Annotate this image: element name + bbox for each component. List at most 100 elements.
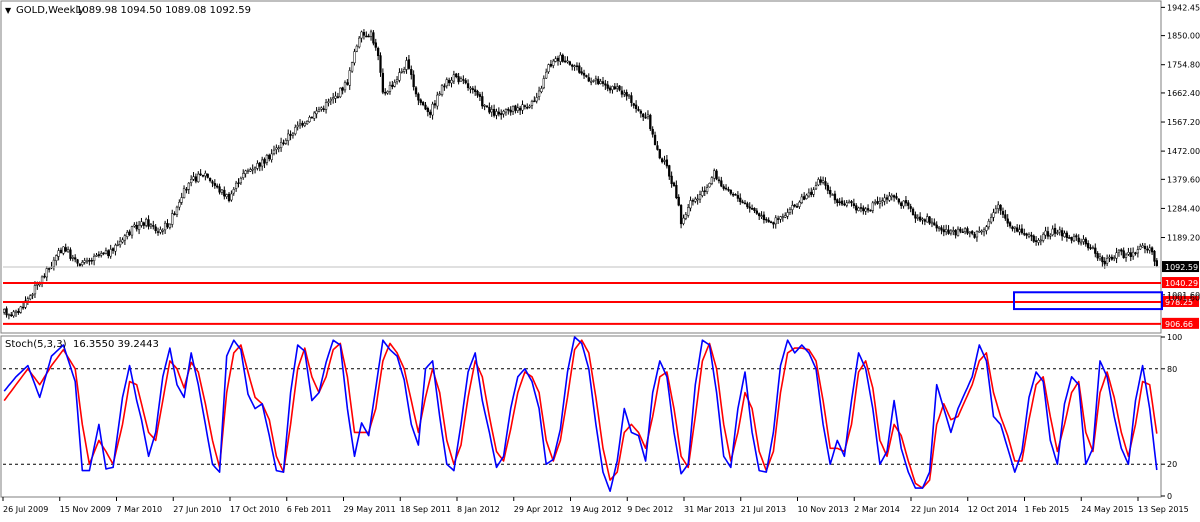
candle-body: [272, 149, 276, 154]
price-tick-label: 1189.20: [1167, 234, 1200, 243]
candle-body: [758, 213, 761, 217]
candle-body: [104, 250, 108, 254]
candle-body: [253, 167, 257, 170]
candle-body: [1087, 243, 1090, 249]
candle-body: [604, 83, 607, 86]
candle-body: [597, 78, 600, 85]
candle-body: [495, 111, 498, 116]
candle-body: [1141, 245, 1144, 248]
candle-body: [315, 110, 318, 115]
candle-body: [431, 103, 434, 116]
collapse-arrow-icon[interactable]: ▼: [5, 6, 12, 15]
candle-body: [156, 231, 160, 233]
candle-body: [1103, 260, 1106, 265]
candle-body: [1115, 252, 1118, 259]
candle-body: [135, 225, 138, 230]
candle-body: [1063, 232, 1066, 237]
candle-body: [234, 182, 238, 189]
candle-body: [892, 195, 896, 198]
candle-body: [840, 200, 844, 205]
candle-body: [1139, 246, 1142, 250]
indicator-values: 16.3550 39.2443: [73, 339, 159, 350]
candle-body: [1079, 241, 1083, 244]
candle-body: [1075, 235, 1078, 238]
candle-body: [971, 231, 974, 234]
candle-body: [279, 142, 283, 148]
candle-body: [296, 125, 299, 128]
candle-body: [436, 94, 439, 107]
support-level-label: 906.66: [1165, 320, 1193, 329]
candle-body: [83, 260, 86, 263]
candle-body: [634, 104, 638, 110]
candle-body: [1094, 247, 1097, 254]
time-tick-label: 26 Jul 2009: [3, 505, 48, 514]
candle-body: [720, 180, 723, 187]
time-tick-label: 18 Sep 2011: [400, 505, 451, 514]
candle-body: [85, 260, 89, 263]
candle-body: [710, 177, 714, 184]
candle-body: [225, 194, 228, 197]
stoch-pane-frame: [0, 335, 1162, 498]
candle-body: [386, 91, 389, 94]
candle-body: [405, 60, 408, 70]
candle-body: [450, 79, 453, 84]
candle-body: [1113, 257, 1116, 259]
projection-zone-box[interactable]: [1013, 291, 1163, 311]
candle-body: [831, 194, 834, 196]
candle-body: [69, 249, 72, 259]
candle-body: [623, 92, 626, 95]
candle-body: [289, 134, 292, 136]
stoch-tick-label: 80: [1167, 365, 1177, 374]
current-price-label: 1092.59: [1165, 263, 1198, 272]
candle-body: [201, 175, 205, 177]
candle-body: [1001, 211, 1005, 215]
candle-body: [178, 201, 181, 208]
candle-body: [424, 104, 427, 110]
candle-body: [866, 208, 870, 211]
candle-body: [100, 253, 103, 256]
candle-body: [862, 207, 865, 212]
candle-body: [211, 181, 214, 184]
candle-body: [668, 165, 671, 177]
candle-body: [511, 105, 515, 112]
candle-body: [197, 173, 200, 182]
candle-body: [440, 85, 444, 95]
candle-body: [698, 194, 702, 200]
candle-body: [930, 221, 934, 224]
candle-body: [5, 308, 8, 316]
candle-body: [159, 229, 162, 233]
candle-body: [914, 214, 917, 219]
candle-body: [663, 160, 666, 162]
candle-body: [1044, 230, 1047, 236]
candle-body: [568, 61, 571, 65]
candle-body: [97, 254, 101, 256]
candle-body: [62, 246, 65, 254]
candle-body: [779, 216, 782, 220]
candle-body: [208, 177, 212, 181]
candle-body: [713, 170, 716, 179]
candle-body: [727, 188, 730, 191]
candle-body: [478, 94, 482, 97]
candle-body: [358, 37, 361, 48]
candle-body: [261, 159, 264, 167]
candle-body: [537, 90, 541, 97]
candle-body: [24, 300, 27, 308]
candle-body: [237, 182, 240, 184]
candle-body: [616, 86, 619, 89]
candle-body: [128, 231, 131, 236]
zone-price-label: 1001.60: [1167, 293, 1200, 302]
candle-body: [535, 97, 538, 102]
candle-body: [630, 95, 633, 103]
candle-body: [114, 244, 117, 252]
candle-body: [1082, 239, 1085, 242]
candle-body: [677, 196, 680, 206]
candle-body: [500, 113, 503, 116]
candle-body: [637, 108, 640, 111]
candle-body: [800, 196, 803, 203]
candle-body: [556, 57, 560, 62]
candle-body: [1155, 260, 1158, 266]
candle-body: [17, 311, 20, 313]
stoch-main-line: [3, 336, 1158, 493]
